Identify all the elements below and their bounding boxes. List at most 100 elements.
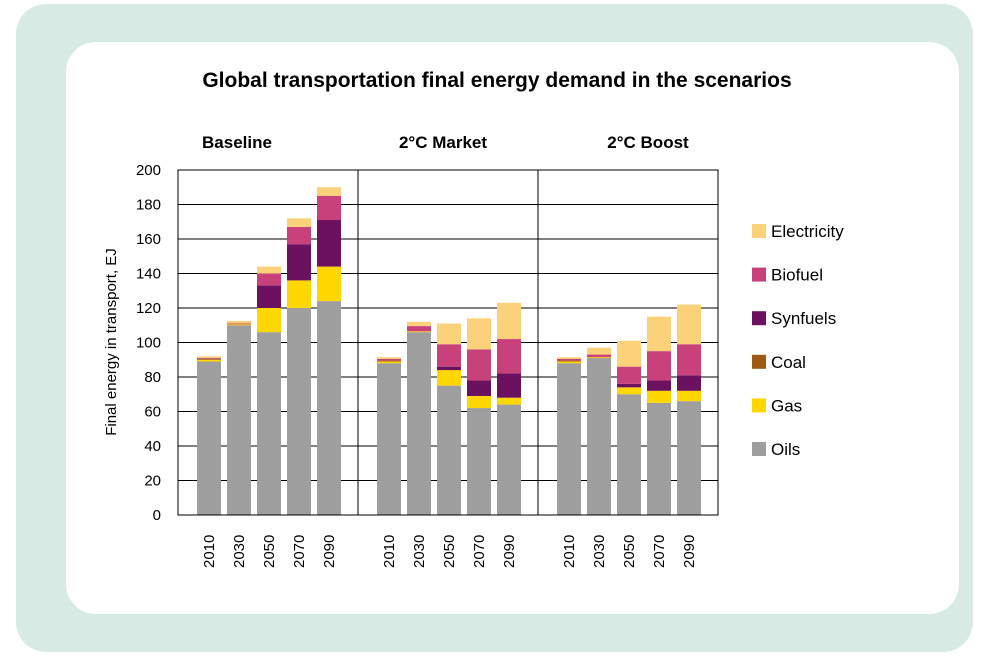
y-tick-label: 20: [144, 473, 161, 490]
bar-segment-synfuels: [647, 380, 671, 391]
bar-segment-biofuel: [467, 349, 491, 381]
bar-segment-biofuel: [377, 358, 401, 361]
bar-segment-biofuel: [227, 323, 251, 325]
bar-segment-gas: [437, 370, 461, 386]
bar-segment-electricity: [287, 218, 311, 227]
x-tick-label: 2010: [381, 535, 398, 568]
bar-segment-coal: [557, 360, 581, 362]
bar-segment-synfuels: [677, 375, 701, 391]
bar-segment-biofuel: [587, 354, 611, 358]
bar-segment-oils: [287, 308, 311, 515]
bar-segment-biofuel: [557, 358, 581, 361]
bar-segment-electricity: [497, 302, 521, 340]
bar-segment-gas: [377, 361, 401, 364]
legend-swatch-electricity: [752, 224, 766, 238]
y-tick-label: 120: [136, 300, 161, 317]
x-tick-label: 2050: [441, 535, 458, 568]
chart-title: Global transportation final energy deman…: [202, 69, 791, 92]
x-tick-label: 2030: [591, 535, 608, 568]
bar-segment-gas: [677, 390, 701, 402]
bar-segment-electricity: [227, 320, 251, 324]
bar-segment-electricity: [437, 323, 461, 345]
bar-segment-gas: [647, 390, 671, 403]
legend-swatch-oils: [752, 442, 766, 456]
bar-segment-electricity: [617, 340, 641, 367]
x-tick-label: 2050: [261, 535, 278, 568]
bar-segment-oils: [377, 363, 401, 515]
bar-segment-biofuel: [677, 344, 701, 376]
x-tick-label: 2090: [681, 535, 698, 568]
bar-segment-electricity: [257, 266, 281, 274]
bar-segment-synfuels: [497, 373, 521, 398]
legend-swatch-biofuel: [752, 267, 766, 282]
legend-label-synfuels: Synfuels: [771, 309, 836, 328]
bar-segment-gas: [617, 387, 641, 395]
x-tick-label: 2010: [201, 535, 218, 568]
bar-segment-gas: [587, 357, 611, 359]
bar-segment-synfuels: [317, 220, 341, 267]
bar-segment-biofuel: [497, 339, 521, 374]
bar-segment-synfuels: [287, 244, 311, 281]
y-tick-label: 0: [153, 507, 161, 524]
bar-segment-gas: [197, 359, 221, 362]
bar-segment-biofuel: [437, 344, 461, 367]
y-tick-label: 200: [136, 162, 161, 179]
bar-segment-oils: [557, 363, 581, 515]
legend-label-electricity: Electricity: [771, 222, 844, 241]
x-tick-label: 2090: [321, 535, 338, 568]
legend-label-coal: Coal: [771, 353, 806, 372]
bar-segment-oils: [317, 301, 341, 515]
bar-segment-coal: [377, 360, 401, 362]
bar-segment-synfuels: [257, 285, 281, 308]
x-tick-label: 2030: [231, 535, 248, 568]
bar-segment-electricity: [377, 357, 401, 359]
bar-segment-oils: [227, 325, 251, 515]
y-tick-label: 160: [136, 231, 161, 248]
y-tick-label: 40: [144, 438, 161, 455]
bar-segment-gas: [497, 397, 521, 405]
bar-segment-oils: [587, 358, 611, 515]
bar-segment-gas: [287, 280, 311, 308]
legend-label-gas: Gas: [771, 396, 802, 415]
bar-segment-oils: [437, 385, 461, 515]
panel-title: 2°C Market: [399, 133, 487, 152]
x-tick-label: 2070: [471, 535, 488, 568]
bar-segment-biofuel: [647, 351, 671, 381]
bar-segment-oils: [197, 361, 221, 515]
bar-segment-biofuel: [407, 326, 431, 332]
bar-segment-gas: [467, 395, 491, 409]
bar-segment-gas: [317, 266, 341, 302]
x-tick-label: 2030: [411, 535, 428, 568]
legend-swatch-gas: [752, 398, 766, 413]
legend-swatch-coal: [752, 354, 766, 369]
y-tick-label: 100: [136, 335, 161, 352]
bar-segment-electricity: [557, 357, 581, 359]
bar-segment-oils: [497, 404, 521, 515]
bar-segment-electricity: [317, 187, 341, 196]
legend-swatch-synfuels: [752, 311, 766, 326]
bar-segment-electricity: [197, 356, 221, 359]
legend-label-oils: Oils: [771, 440, 800, 459]
x-tick-label: 2050: [621, 535, 638, 568]
bar-segment-gas: [227, 324, 251, 326]
bar-segment-biofuel: [197, 358, 221, 359]
bar-segment-oils: [407, 332, 431, 515]
bar-segment-gas: [407, 331, 431, 333]
y-tick-label: 180: [136, 197, 161, 214]
panel-title: Baseline: [202, 133, 272, 152]
bar-segment-electricity: [467, 318, 491, 350]
bar-segment-biofuel: [287, 226, 311, 245]
bar-segment-electricity: [677, 304, 701, 345]
x-tick-label: 2090: [501, 535, 518, 568]
bar-segment-biofuel: [257, 273, 281, 286]
bar-segment-oils: [617, 394, 641, 515]
bar-segment-electricity: [587, 347, 611, 355]
bar-segment-biofuel: [317, 195, 341, 221]
bar-segment-oils: [677, 401, 701, 515]
bar-segment-gas: [257, 308, 281, 333]
bar-segment-synfuels: [617, 383, 641, 388]
y-tick-label: 140: [136, 266, 161, 283]
legend-label-biofuel: Biofuel: [771, 266, 823, 285]
panel-title: 2°C Boost: [607, 133, 689, 152]
